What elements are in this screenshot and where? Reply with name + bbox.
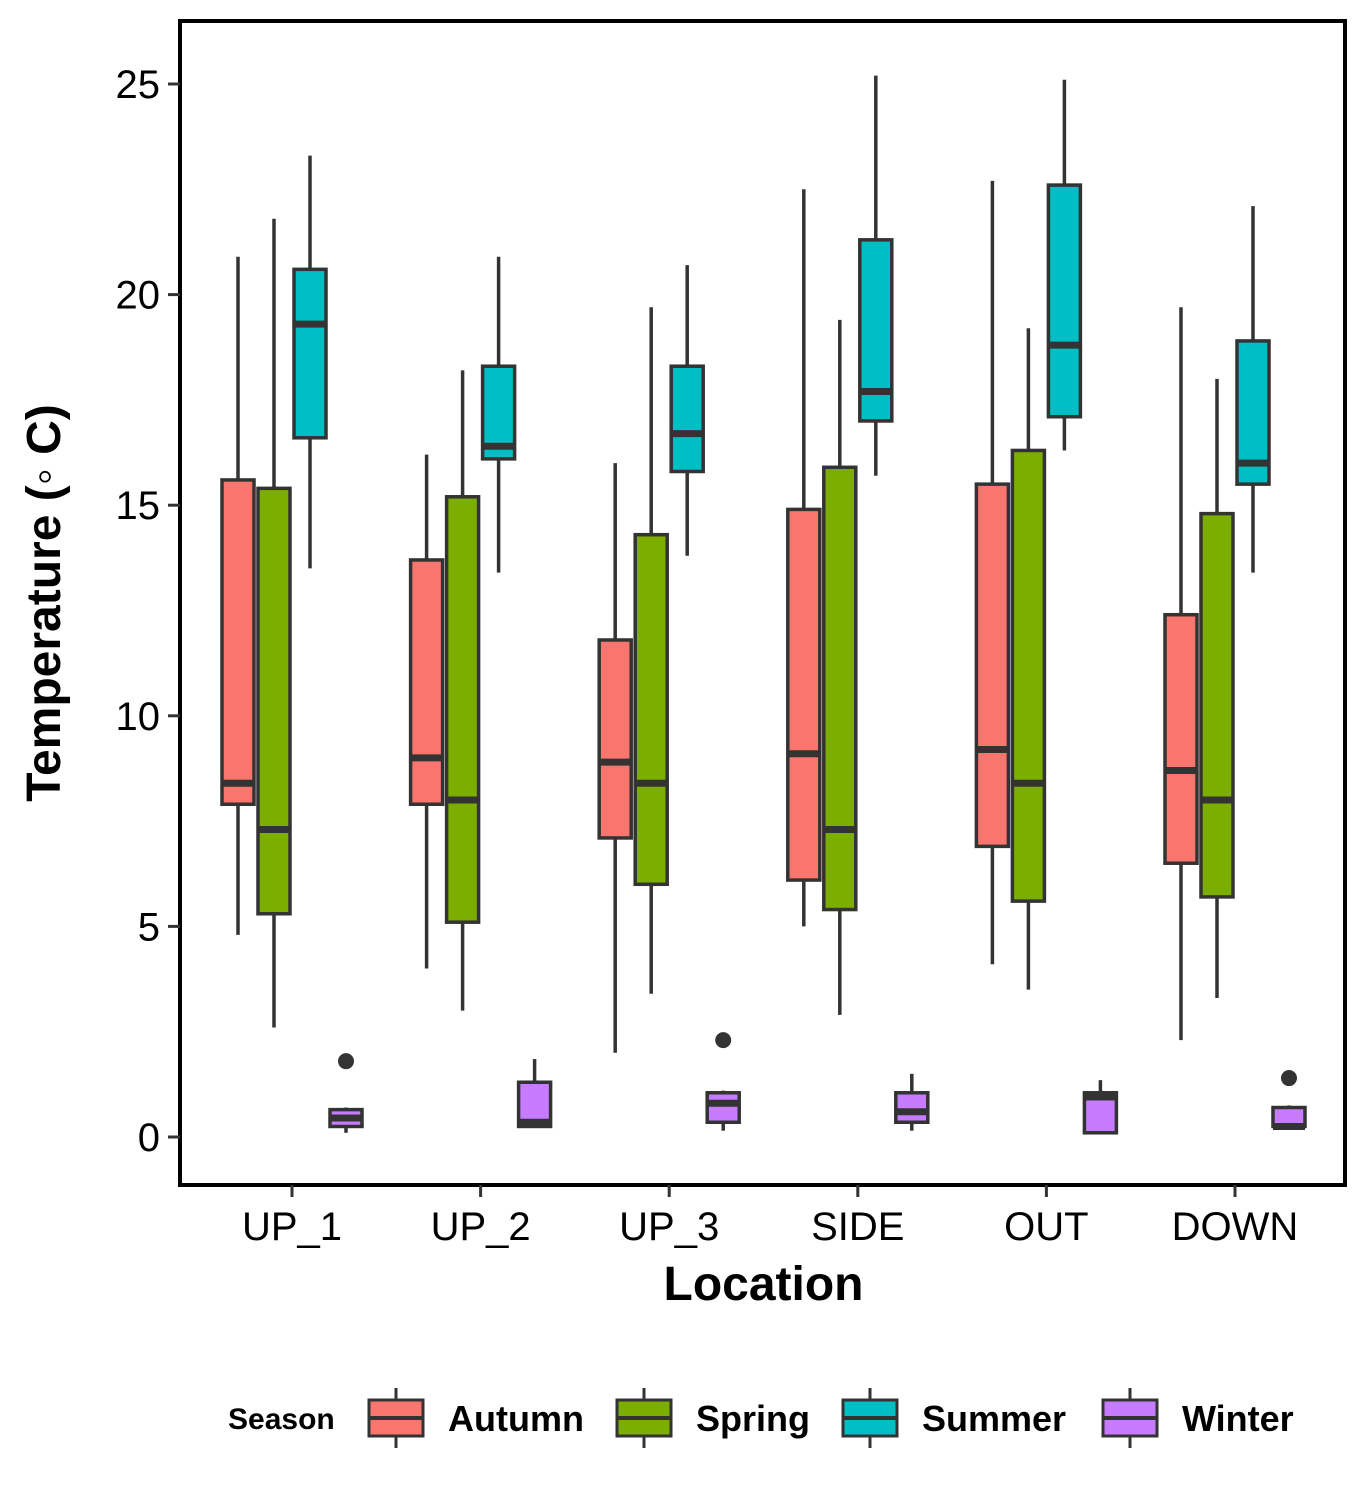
box-body — [705, 1091, 741, 1125]
box-body — [1199, 511, 1235, 899]
x-tick-label: UP_2 — [431, 1205, 531, 1249]
legend-item-summer: Summer — [841, 1388, 1066, 1448]
x-tick-label: DOWN — [1172, 1205, 1299, 1249]
box-summer-up_1 — [292, 155, 328, 569]
y-axis-title: Temperature (◦ C) — [18, 404, 71, 802]
y-tick-label: 0 — [138, 1116, 160, 1160]
box-autumn-up_1 — [220, 256, 256, 935]
legend-label: Autumn — [448, 1398, 584, 1439]
x-tick-label: OUT — [1004, 1205, 1088, 1249]
box-autumn-down — [1163, 307, 1199, 1041]
box-summer-down — [1235, 206, 1271, 573]
y-axis: 0 5 10 15 20 25 — [116, 63, 180, 1160]
panel-border — [178, 19, 1347, 1187]
box-autumn-side — [786, 189, 822, 927]
y-tick-label: 15 — [116, 484, 161, 528]
box-winter-side — [894, 1073, 930, 1131]
legend-label: Winter — [1182, 1398, 1294, 1439]
box-spring-out — [1010, 328, 1047, 990]
x-tick-label: UP_1 — [242, 1205, 342, 1249]
x-axis-title: Location — [664, 1258, 864, 1311]
x-tick-label: UP_3 — [619, 1205, 719, 1249]
box-summer-up_3 — [669, 265, 705, 556]
box-spring-up_1 — [256, 218, 292, 1028]
y-tick-label: 25 — [116, 63, 161, 107]
box-winter-out — [1082, 1080, 1119, 1135]
box-spring-down — [1199, 378, 1235, 999]
box-summer-out — [1046, 79, 1083, 451]
outlier-point — [1281, 1070, 1297, 1087]
x-tick-label: SIDE — [811, 1205, 904, 1249]
legend: Season Autumn Spring Summer Winter — [228, 1388, 1294, 1448]
box-spring-up_3 — [633, 307, 669, 994]
y-tick-label: 20 — [116, 274, 161, 318]
box-autumn-out — [974, 180, 1011, 965]
box-summer-side — [858, 75, 894, 476]
box-body — [822, 465, 858, 912]
legend-item-winter: Winter — [1101, 1388, 1294, 1448]
box-body — [633, 532, 669, 887]
box-winter-up_2 — [516, 1059, 553, 1129]
box-winter-up_1 — [328, 1053, 364, 1133]
box-body — [256, 486, 292, 916]
box-body — [894, 1091, 930, 1125]
box-summer-up_2 — [480, 256, 517, 573]
y-tick-label: 10 — [116, 695, 161, 739]
legend-title: Season — [228, 1403, 335, 1436]
box-spring-up_2 — [444, 370, 481, 1011]
box-body — [292, 267, 328, 440]
legend-label: Summer — [922, 1398, 1066, 1439]
boxes-layer — [220, 75, 1307, 1135]
box-body — [669, 364, 705, 474]
box-body — [408, 558, 445, 807]
box-body — [1163, 612, 1199, 865]
outlier-point — [338, 1053, 354, 1070]
box-body — [1010, 448, 1047, 903]
x-axis: UP_1 UP_2 UP_3 SIDE OUT DOWN — [242, 1185, 1298, 1249]
box-body — [220, 478, 256, 807]
legend-label: Spring — [696, 1398, 810, 1439]
box-autumn-up_3 — [597, 463, 633, 1053]
box-body — [597, 638, 633, 840]
y-tick-label: 5 — [138, 905, 160, 949]
box-body — [786, 507, 822, 882]
box-body — [444, 495, 481, 924]
box-spring-side — [822, 319, 858, 1015]
box-winter-down — [1271, 1070, 1307, 1130]
box-body — [1046, 183, 1083, 419]
box-winter-up_3 — [705, 1032, 741, 1131]
legend-item-spring: Spring — [615, 1388, 810, 1448]
box-body — [974, 482, 1011, 849]
legend-item-autumn: Autumn — [367, 1388, 584, 1448]
box-autumn-up_2 — [408, 454, 445, 969]
outlier-point — [715, 1032, 732, 1049]
